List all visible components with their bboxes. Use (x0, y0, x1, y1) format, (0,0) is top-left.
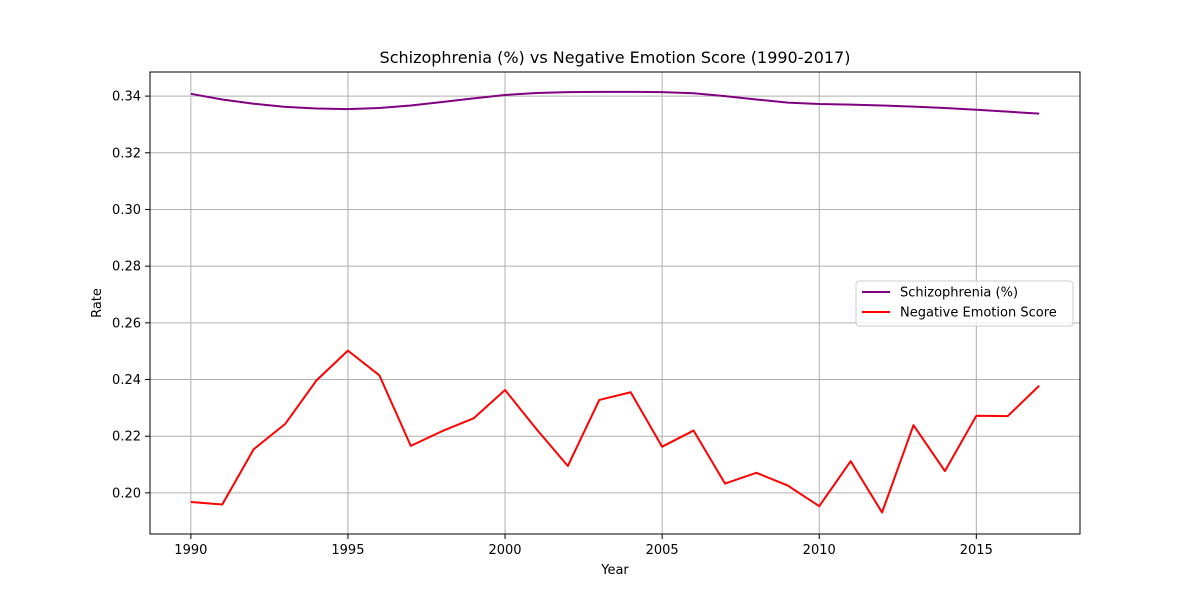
y-tick-label-0: 0.20 (112, 486, 141, 501)
x-tick-label-2000: 2000 (488, 543, 521, 558)
series-line-negative-emotion-score (190, 349, 1040, 514)
x-tick-label-2015: 2015 (960, 543, 993, 558)
x-tick-label-1995: 1995 (331, 543, 364, 558)
y-tick-label-3: 0.26 (112, 316, 141, 331)
y-tick-label-7: 0.34 (112, 90, 141, 105)
legend-label-0: Schizophrenia (%) (900, 286, 1018, 301)
y-axis: 0.20 0.22 0.24 0.26 0.28 0.30 0.32 0.34 (112, 90, 150, 501)
series-line-schizophrenia (190, 90, 1040, 115)
y-axis-label: Rate (90, 288, 105, 318)
series-layer (190, 90, 1040, 514)
legend-box (855, 280, 1074, 327)
chart-title: Schizophrenia (%) vs Negative Emotion Sc… (380, 48, 851, 67)
x-axis: 1990 1995 2000 2005 2010 2015 (174, 534, 993, 558)
x-tick-label-1990: 1990 (174, 543, 207, 558)
y-tick-label-5: 0.30 (112, 203, 141, 218)
plot-frame (149, 71, 1081, 535)
legend: Schizophrenia (%) Negative Emotion Score (855, 280, 1074, 327)
y-tick-label-4: 0.28 (112, 260, 141, 275)
y-tick-label-2: 0.24 (112, 373, 141, 388)
legend-label-1: Negative Emotion Score (900, 306, 1057, 321)
y-tick-label-6: 0.32 (112, 146, 141, 161)
y-tick-label-1: 0.22 (112, 430, 141, 445)
x-axis-label: Year (600, 563, 629, 578)
x-tick-label-2010: 2010 (803, 543, 836, 558)
x-tick-label-2005: 2005 (646, 543, 679, 558)
